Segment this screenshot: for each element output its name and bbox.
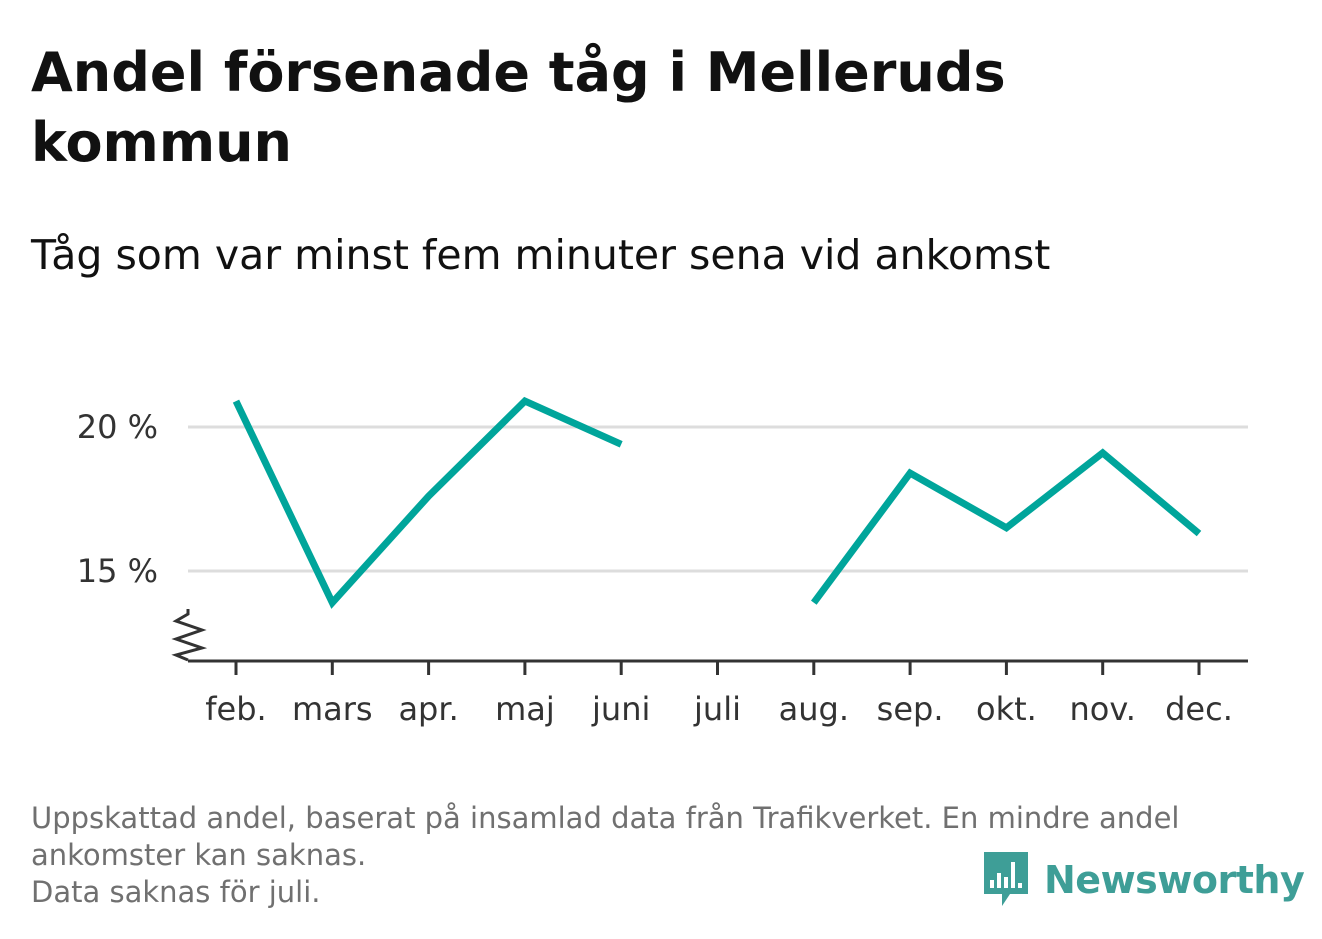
y-tick-label: 20 % (77, 408, 158, 446)
x-tick-label: okt. (976, 690, 1037, 728)
x-tick-label: sep. (877, 690, 944, 728)
chart-title: Andel försenade tåg i Melleruds kommun (31, 41, 1006, 174)
x-tick-label: dec. (1165, 690, 1233, 728)
brand-name: Newsworthy (1044, 858, 1305, 902)
x-axis-ticks: feb. mars apr. maj juni juli aug. sep. okt. nov. d… (205, 661, 1233, 728)
series-lines (232, 396, 1202, 609)
chart-subtitle: Tåg som var minst fem minuter sena vid a… (31, 231, 1051, 279)
x-tick-label: nov. (1069, 690, 1135, 728)
footnote-line: ankomster kan saknas. (31, 838, 367, 872)
x-tick-label: feb. (205, 690, 266, 728)
grid-lines (188, 425, 1248, 573)
x-tick-label: maj (495, 690, 555, 728)
axis-break-symbol (171, 609, 208, 662)
brand-logo: Newsworthy (980, 848, 1305, 912)
x-tick-label: apr. (398, 690, 458, 728)
x-tick-label: juni (591, 690, 650, 728)
x-axis (171, 609, 1248, 663)
x-tick-label: mars (292, 690, 373, 728)
newsworthy-logo-icon (984, 852, 1028, 906)
series-line (810, 448, 1202, 605)
x-tick-label: aug. (779, 690, 849, 728)
series-line (232, 396, 623, 609)
footnote-line: Uppskattad andel, baserat på insamlad da… (31, 801, 1180, 835)
y-tick-label: 15 % (77, 552, 158, 590)
y-axis-ticks: 15 % 20 % (77, 408, 158, 590)
x-tick-label: juli (693, 690, 741, 728)
footnote-line: Data saknas för juli. (31, 875, 321, 909)
footnote: Uppskattad andel, baserat på insamlad da… (31, 800, 1291, 911)
